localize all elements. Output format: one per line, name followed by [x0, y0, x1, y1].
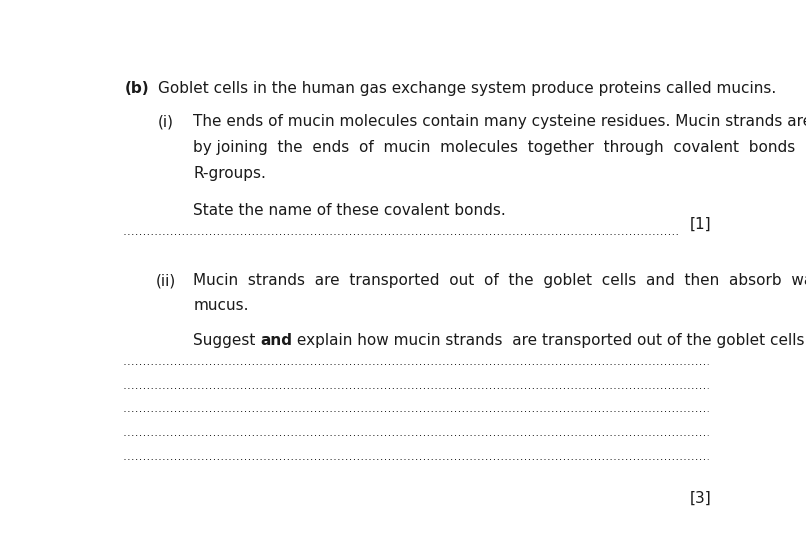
Text: by joining  the  ends  of  mucin  molecules  together  through  covalent  bonds : by joining the ends of mucin molecules t…: [193, 140, 806, 155]
Text: (i): (i): [158, 114, 174, 129]
Text: The ends of mucin molecules contain many cysteine residues. Mucin strands are fo: The ends of mucin molecules contain many…: [193, 114, 806, 129]
Text: (ii): (ii): [156, 273, 176, 288]
Text: [1]: [1]: [690, 217, 712, 232]
Text: Suggest: Suggest: [193, 333, 260, 348]
Text: mucus.: mucus.: [193, 298, 249, 313]
Text: R-groups.: R-groups.: [193, 165, 266, 180]
Text: State the name of these covalent bonds.: State the name of these covalent bonds.: [193, 203, 506, 218]
Text: Goblet cells in the human gas exchange system produce proteins called mucins.: Goblet cells in the human gas exchange s…: [158, 81, 776, 96]
Text: and: and: [260, 333, 293, 348]
Text: Mucin  strands  are  transported  out  of  the  goblet  cells  and  then  absorb: Mucin strands are transported out of the…: [193, 273, 806, 288]
Text: explain how mucin strands  are transported out of the goblet cells.: explain how mucin strands are transporte…: [293, 333, 806, 348]
Text: [3]: [3]: [690, 491, 712, 506]
Text: (b): (b): [124, 81, 149, 96]
